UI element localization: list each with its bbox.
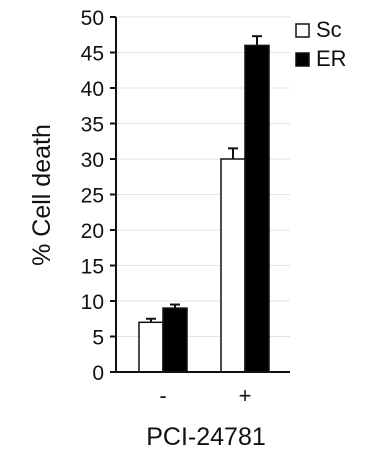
y-tick-label: 20 [81,220,104,243]
x-ticks: - + [159,383,251,408]
x-axis-label: PCI-24781 [146,423,266,451]
legend-label: ER [316,46,347,71]
y-tick-label: 5 [92,327,104,350]
bar [220,158,246,373]
legend-label: Sc [316,17,342,42]
bar [162,307,188,373]
bars [138,44,270,373]
y-tick-label: 10 [81,291,104,314]
y-tick-label: 40 [81,78,104,101]
y-tick-label: 45 [81,43,104,66]
x-tick-label: - [159,383,166,408]
gridlines [116,16,290,337]
legend: Sc ER [295,17,347,71]
y-ticks: 0 5 10 15 20 25 30 35 40 45 50 [81,7,116,385]
y-tick-label: 50 [81,7,104,30]
bar [138,321,164,373]
legend-swatch [295,52,310,67]
y-tick-label: 0 [92,362,104,385]
y-tick-label: 30 [81,149,104,172]
y-axis-label: % Cell death [28,124,56,266]
y-tick-label: 35 [81,114,104,137]
y-tick-label: 25 [81,185,104,208]
x-tick-label: + [239,383,252,408]
y-tick-label: 15 [81,256,104,279]
error-bars [146,35,262,323]
legend-swatch [295,23,310,38]
bar [244,44,270,373]
